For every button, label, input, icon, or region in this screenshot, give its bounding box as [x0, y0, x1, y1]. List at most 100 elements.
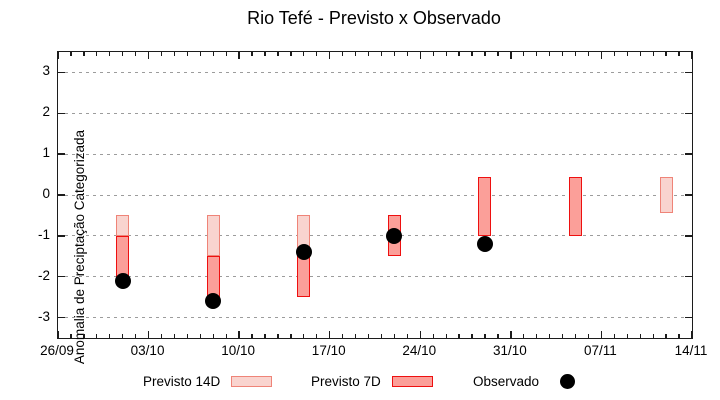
- x-tick-mark: [96, 52, 98, 56]
- legend-label-previsto-7d: Previsto 7D: [311, 373, 381, 389]
- x-tick-label: 24/10: [402, 343, 437, 358]
- x-tick-mark: [471, 334, 473, 338]
- x-tick-mark: [354, 334, 357, 338]
- x-tick-mark: [497, 52, 499, 56]
- legend-item-previsto-7d: Previsto 7D: [311, 371, 433, 391]
- x-tick-mark: [561, 52, 564, 56]
- y-tick-mark: [685, 153, 692, 155]
- x-tick-mark: [173, 334, 176, 338]
- x-tick-label: 26/09: [40, 343, 74, 358]
- x-tick-mark: [678, 334, 680, 338]
- observed-dot: [205, 293, 222, 310]
- x-tick-mark: [251, 52, 253, 56]
- legend-swatch-previsto-7d: [391, 375, 433, 387]
- y-gridline: [58, 71, 692, 73]
- x-tick-mark: [678, 52, 680, 56]
- x-tick-mark: [587, 334, 590, 338]
- observed-dot: [114, 272, 131, 289]
- y-tick-label: 1: [42, 145, 50, 161]
- x-tick-mark: [303, 52, 305, 56]
- y-gridline: [58, 276, 692, 278]
- x-tick-mark: [225, 334, 227, 338]
- x-tick-mark: [652, 334, 654, 338]
- y-tick-label: -2: [37, 267, 50, 283]
- x-tick-mark: [665, 52, 667, 56]
- x-tick-mark: [393, 52, 396, 56]
- observed-dot: [476, 236, 493, 253]
- legend-label-previsto-14d: Previsto 14D: [143, 373, 221, 389]
- x-tick-mark: [445, 334, 447, 338]
- forecast-14d-bar: [659, 176, 673, 214]
- x-tick-mark: [600, 331, 603, 338]
- y-tick-mark: [58, 194, 65, 196]
- x-tick-mark: [109, 52, 111, 56]
- x-tick-mark: [419, 52, 421, 59]
- y-tick-mark: [685, 316, 692, 319]
- x-tick-mark: [458, 52, 460, 56]
- forecast-7d-bar: [116, 235, 130, 277]
- x-tick-mark: [186, 334, 189, 338]
- legend-label-observado: Observado: [473, 373, 540, 389]
- legend-item-previsto-14d: Previsto 14D: [143, 371, 273, 391]
- chart-title: Rio Tefé - Previsto x Observado: [247, 8, 501, 28]
- x-tick-mark: [600, 52, 603, 59]
- x-tick-mark: [510, 331, 512, 338]
- x-tick-mark: [613, 334, 615, 338]
- y-tick-mark: [58, 275, 65, 278]
- x-tick-mark: [523, 334, 525, 338]
- forecast-7d-bar: [569, 176, 583, 236]
- x-tick-mark: [406, 334, 408, 338]
- y-tick-mark: [58, 316, 65, 319]
- x-tick-mark: [510, 52, 512, 59]
- x-tick-mark: [639, 334, 641, 338]
- y-tick-label: 0: [42, 186, 50, 201]
- x-tick-mark: [536, 334, 538, 338]
- x-tick-mark: [303, 334, 305, 338]
- x-tick-mark: [134, 52, 137, 56]
- y-tick-mark: [685, 71, 692, 74]
- x-tick-mark: [57, 331, 59, 338]
- x-tick-mark: [199, 334, 201, 338]
- y-tick-mark: [58, 153, 65, 155]
- y-tick-label: 2: [42, 104, 50, 120]
- forecast-14d-bar: [116, 215, 130, 236]
- x-tick-mark: [57, 52, 59, 59]
- x-tick-mark: [134, 334, 137, 338]
- x-tick-mark: [406, 52, 408, 56]
- x-tick-mark: [290, 52, 292, 56]
- x-tick-mark: [329, 331, 331, 338]
- x-tick-mark: [574, 334, 577, 338]
- x-tick-mark: [432, 52, 434, 56]
- x-tick-mark: [173, 52, 176, 56]
- x-tick-mark: [70, 52, 72, 56]
- y-gridline: [58, 235, 692, 237]
- y-tick-mark: [685, 275, 692, 278]
- x-tick-mark: [367, 334, 370, 338]
- forecast-7d-bar: [297, 256, 311, 298]
- x-tick-mark: [70, 334, 72, 338]
- y-tick-mark: [685, 194, 692, 196]
- x-tick-mark: [549, 52, 551, 56]
- y-tick-mark: [685, 112, 692, 115]
- x-tick-mark: [160, 334, 163, 338]
- x-tick-mark: [497, 334, 499, 338]
- y-tick-label: -3: [37, 308, 50, 324]
- x-tick-mark: [342, 334, 344, 338]
- x-tick-mark: [277, 334, 279, 338]
- x-tick-mark: [471, 52, 473, 56]
- forecast-14d-bar: [206, 215, 220, 257]
- x-tick-mark: [316, 334, 318, 338]
- x-tick-label: 03/10: [130, 343, 165, 358]
- x-tick-mark: [484, 52, 486, 56]
- x-tick-mark: [238, 331, 240, 338]
- forecast-7d-bar: [478, 176, 492, 236]
- observed-dot: [386, 227, 403, 244]
- x-tick-mark: [83, 334, 85, 338]
- x-tick-mark: [587, 52, 590, 56]
- x-tick-mark: [238, 52, 240, 59]
- x-tick-mark: [109, 334, 111, 338]
- x-tick-mark: [432, 334, 434, 338]
- y-gridline: [58, 112, 692, 114]
- x-tick-mark: [652, 52, 654, 56]
- x-tick-mark: [639, 52, 641, 56]
